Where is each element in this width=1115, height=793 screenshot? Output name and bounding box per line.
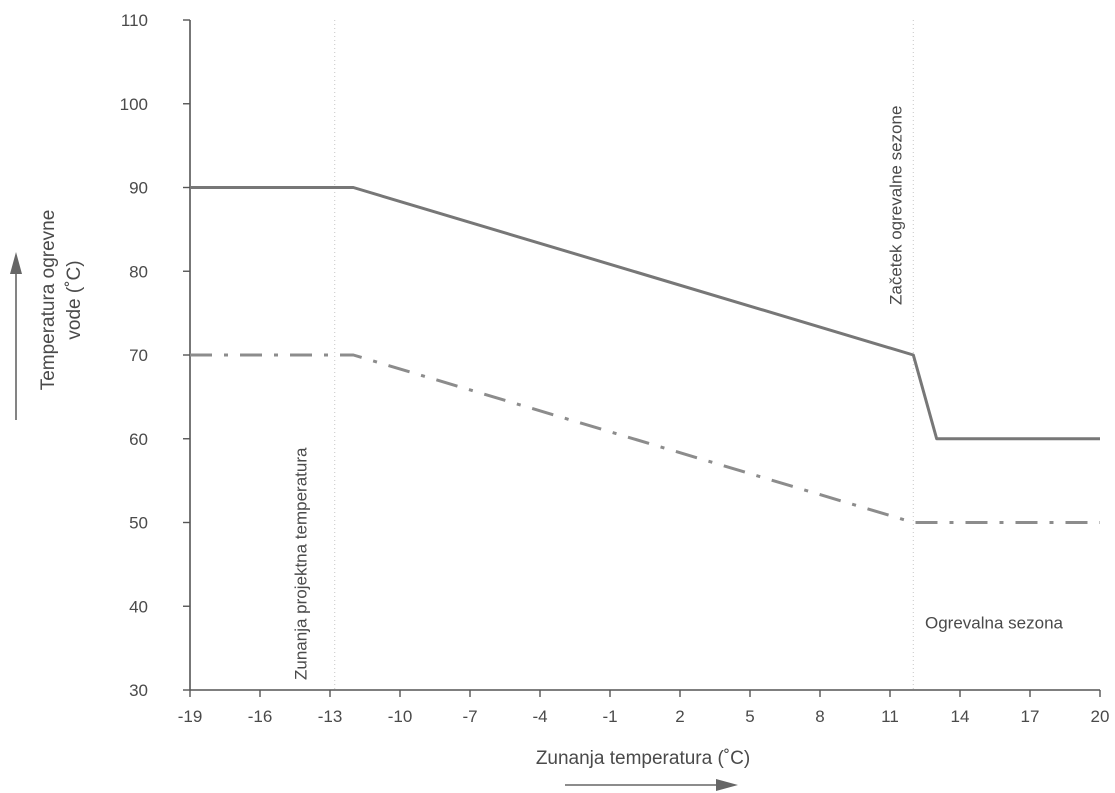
y-tick-label: 100: [120, 95, 148, 114]
x-tick-label: -13: [318, 707, 343, 726]
x-tick-label: 11: [881, 707, 899, 726]
x-tick-label: -19: [178, 707, 203, 726]
return-temperature-line: [190, 353, 1100, 524]
y-tick-label: 70: [129, 346, 148, 365]
x-tick-label: -1: [602, 707, 617, 726]
y-axis-title-line-2: vode (˚C): [64, 260, 85, 339]
supply-temperature-line: [190, 186, 1100, 441]
x-tick-label: 14: [951, 707, 970, 726]
x-tick-label: 2: [675, 707, 684, 726]
x-tick-label: -16: [248, 707, 273, 726]
annotation-heating-season: Ogrevalna sezona: [925, 613, 1064, 632]
y-axis-arrow-head-icon: [10, 252, 22, 274]
x-tick-label: 20: [1091, 707, 1110, 726]
reference-label-season-start: Začetek ogrevalne sezone: [886, 106, 905, 305]
y-tick-label: 60: [129, 430, 148, 449]
y-tick-label: 80: [129, 262, 148, 281]
y-tick-label: 40: [129, 597, 148, 616]
x-tick-label: -7: [462, 707, 477, 726]
y-tick-label: 50: [129, 514, 148, 533]
x-tick-label: 17: [1021, 707, 1040, 726]
y-tick-label: 90: [129, 179, 148, 198]
y-tick-label: 110: [121, 11, 148, 30]
y-axis-title-line-1: Temperatura ogrevne: [38, 210, 59, 391]
x-tick-label: -10: [388, 707, 413, 726]
x-axis-title: Zunanja temperatura (˚C): [536, 748, 750, 769]
x-tick-label: 5: [745, 707, 754, 726]
x-axis-arrow-head-icon: [716, 779, 738, 791]
x-tick-label: -4: [532, 707, 547, 726]
x-tick-label: 8: [815, 707, 824, 726]
y-tick-label: 30: [129, 681, 148, 700]
reference-label-design-temperature: Zunanja projektna temperatura: [292, 447, 311, 680]
